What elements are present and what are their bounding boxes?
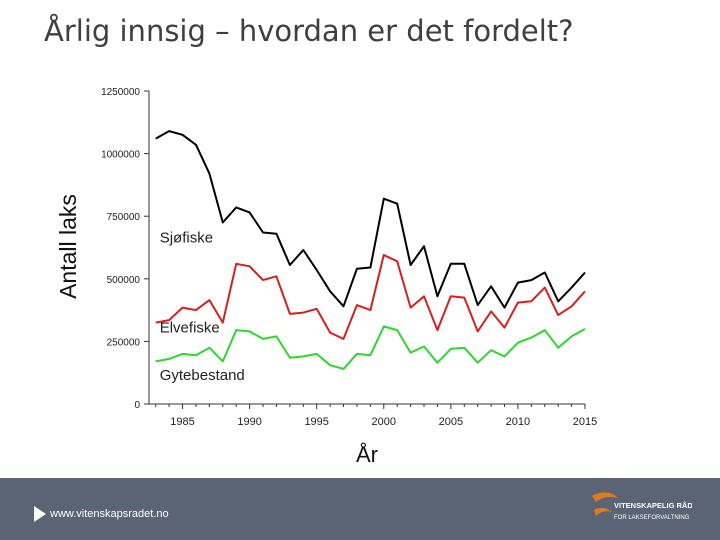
organization-logo: VITENSKAPELIG RÅD FOR LAKSEFORVALTNING [592, 492, 692, 521]
series-line-elvefiske [155, 254, 586, 340]
x-tick-label: 1995 [304, 416, 328, 428]
y-tick-label: 750000 [107, 212, 141, 223]
logo-text-line1: VITENSKAPELIG RÅD [614, 501, 692, 510]
logo-text-line2: FOR LAKSEFORVALTNING [614, 515, 690, 521]
x-tick-label: 2000 [372, 416, 396, 428]
y-tick-label: 250000 [107, 337, 141, 348]
x-tick-label: 1990 [237, 416, 261, 428]
x-tick-label: 2015 [573, 416, 597, 428]
chart-series-labels: Sjøfiske Elvefiske Gytebestand [160, 229, 245, 384]
x-tick-label: 2005 [439, 416, 463, 428]
y-tick-label: 500000 [107, 275, 141, 286]
series-line-gytebestand [155, 325, 586, 370]
y-tick-label: 0 [134, 400, 140, 411]
series-label: Sjøfiske [160, 229, 213, 246]
series-line-sjøfiske [155, 130, 586, 309]
x-axis-label: År [356, 442, 378, 467]
series-label: Gytebestand [160, 367, 245, 384]
footer-website-link[interactable]: www.vitenskapsradet.no [50, 508, 169, 520]
series-label: Elvefiske [160, 320, 220, 337]
salmon-swoosh-icon [592, 492, 618, 502]
line-chart: 0 250000 500000 750000 1000000 1250000 1985 199… [55, 87, 597, 467]
chart-series [155, 130, 586, 370]
x-tick-label: 1985 [170, 416, 194, 428]
salmon-tail-icon [594, 507, 612, 516]
y-tick-label: 1000000 [101, 150, 140, 161]
y-tick-label: 1250000 [101, 87, 140, 98]
footer-bar: www.vitenskapsradet.no VITENSKAPELIG RÅD… [0, 478, 720, 540]
arrow-right-icon [34, 506, 46, 522]
y-axis-label: Antall laks [55, 194, 81, 299]
x-tick-label: 2010 [506, 416, 530, 428]
slide-title: Årlig innsig – hvordan er det fordelt? [44, 14, 574, 48]
chart-axes: 0 250000 500000 750000 1000000 1250000 1985 199… [101, 87, 597, 428]
